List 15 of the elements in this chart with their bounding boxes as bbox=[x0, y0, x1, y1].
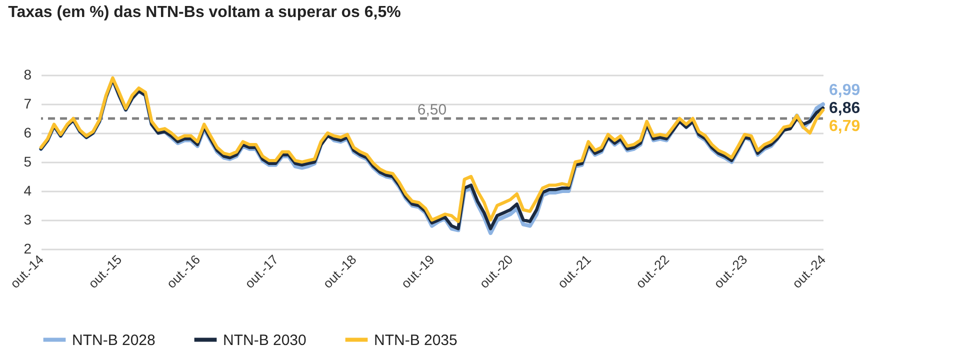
data-label: 6,86 bbox=[829, 100, 860, 118]
y-tick-label: 3 bbox=[24, 212, 32, 228]
y-tick-label: 7 bbox=[24, 96, 32, 112]
data-label: 6,99 bbox=[829, 82, 860, 100]
chart-title: Taxas (em %) das NTN-Bs voltam a superar os 6,5% bbox=[8, 4, 401, 21]
legend-label: NTN-B 2030 bbox=[223, 332, 306, 349]
data-label: 6,79 bbox=[829, 118, 860, 136]
legend-label: NTN-B 2035 bbox=[374, 332, 458, 349]
y-tick-label: 2 bbox=[24, 240, 32, 256]
ref-line-label: 6,50 bbox=[417, 102, 447, 118]
legend-label: NTN-B 2028 bbox=[72, 332, 156, 349]
y-tick-label: 8 bbox=[24, 66, 32, 82]
y-tick-label: 5 bbox=[24, 154, 32, 170]
y-tick-label: 4 bbox=[24, 182, 32, 198]
y-tick-label: 6 bbox=[24, 124, 32, 140]
